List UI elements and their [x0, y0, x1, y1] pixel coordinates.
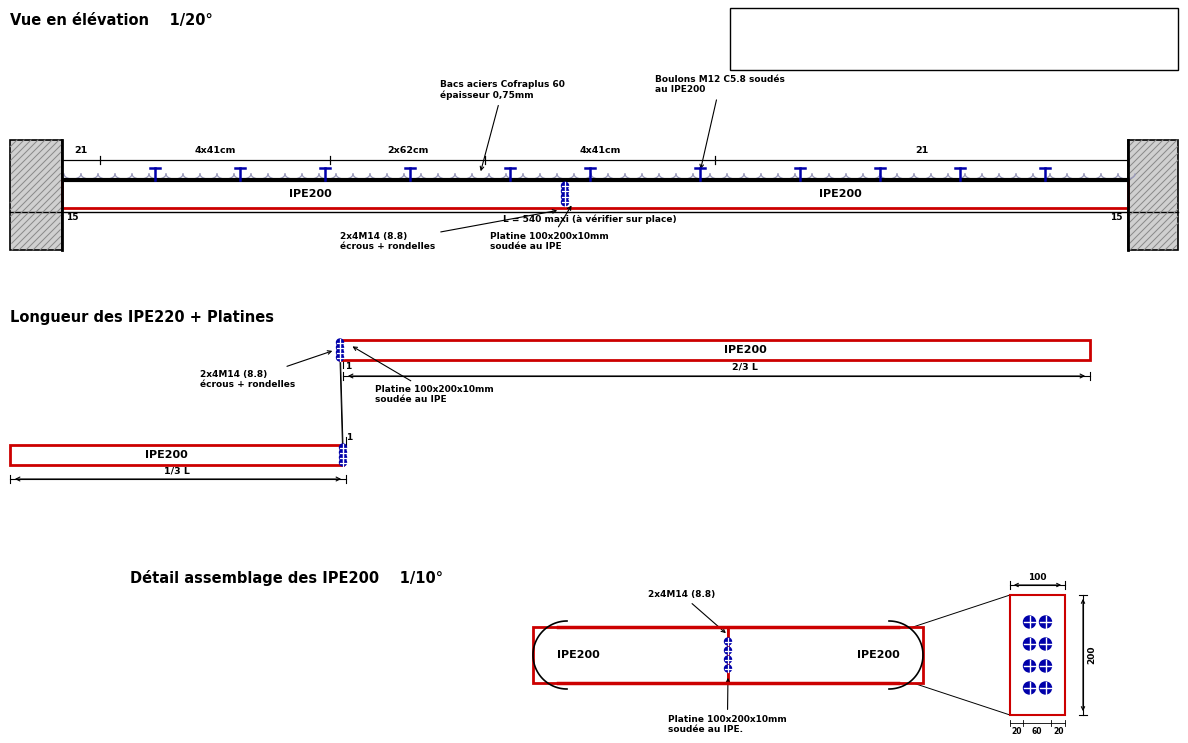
Circle shape: [340, 459, 347, 466]
Bar: [728, 627, 923, 683]
Text: IPE200: IPE200: [145, 450, 188, 460]
Text: 200: 200: [1087, 646, 1097, 664]
Bar: [729, 8, 1178, 70]
Text: IPE200: IPE200: [819, 189, 861, 199]
Text: Vue en élévation    1/20°: Vue en élévation 1/20°: [10, 13, 213, 28]
Text: 21: 21: [915, 146, 928, 155]
Circle shape: [1024, 638, 1036, 650]
Text: 1: 1: [346, 433, 352, 442]
Bar: [340, 340, 1091, 360]
Text: Longueur des IPE220 + Platines: Longueur des IPE220 + Platines: [10, 310, 274, 325]
Bar: [10, 140, 62, 250]
Circle shape: [562, 182, 569, 189]
Text: 15: 15: [1110, 213, 1123, 222]
Circle shape: [1040, 638, 1051, 650]
Circle shape: [725, 656, 732, 663]
Text: 4x41cm: 4x41cm: [580, 146, 620, 155]
Circle shape: [562, 198, 569, 206]
Text: Platine 100x200x10mm
soudée au IPE: Platine 100x200x10mm soudée au IPE: [489, 207, 608, 251]
Text: 2/3 L: 2/3 L: [732, 363, 758, 372]
Bar: [533, 627, 728, 683]
Text: 4x41cm: 4x41cm: [195, 146, 235, 155]
Circle shape: [336, 349, 343, 356]
Text: IPE200: IPE200: [289, 189, 331, 199]
Text: 1: 1: [345, 362, 352, 371]
Text: 21: 21: [75, 146, 88, 155]
Text: Bacs aciers Cofraplus 60
épaisseur 0,75mm: Bacs aciers Cofraplus 60 épaisseur 0,75m…: [440, 80, 564, 170]
Text: - Toutes les soudures sont réalisées par un ouvrier qualifié en respectant les n: - Toutes les soudures sont réalisées par…: [738, 40, 1105, 50]
Circle shape: [340, 449, 347, 456]
Text: 2x4M14 (8.8)
écrous + rondelles: 2x4M14 (8.8) écrous + rondelles: [340, 210, 556, 251]
Text: Platine 100x200x10mm
soudée au IPE.: Platine 100x200x10mm soudée au IPE.: [668, 679, 786, 734]
Circle shape: [725, 638, 732, 645]
Text: Platine 100x200x10mm
soudée au IPE: Platine 100x200x10mm soudée au IPE: [354, 347, 494, 404]
Text: 2x4M14 (8.8): 2x4M14 (8.8): [647, 590, 725, 632]
Text: 60: 60: [1031, 727, 1042, 736]
Text: IPE200: IPE200: [557, 650, 600, 660]
Circle shape: [336, 344, 343, 351]
Text: Boulons M12 C5.8 soudés
au IPE200: Boulons M12 C5.8 soudés au IPE200: [655, 75, 785, 168]
Circle shape: [562, 193, 569, 201]
Bar: [62, 180, 1127, 208]
Text: IPE200: IPE200: [723, 345, 766, 355]
Circle shape: [1040, 660, 1051, 672]
Circle shape: [725, 665, 732, 672]
Circle shape: [340, 444, 347, 451]
Bar: [10, 445, 343, 465]
Text: L = 540 maxi (à vérifier sur place): L = 540 maxi (à vérifier sur place): [504, 215, 677, 224]
Text: IPE200: IPE200: [857, 650, 899, 660]
Text: 20: 20: [1011, 727, 1022, 736]
Circle shape: [562, 188, 569, 195]
Text: 100: 100: [1029, 573, 1047, 582]
Text: Détail assemblage des IPE200    1/10°: Détail assemblage des IPE200 1/10°: [129, 570, 443, 586]
Circle shape: [1040, 616, 1051, 628]
Bar: [1010, 595, 1064, 715]
Text: 2x4M14 (8.8)
écrous + rondelles: 2x4M14 (8.8) écrous + rondelles: [200, 351, 331, 389]
Bar: [1127, 140, 1178, 250]
Text: 15: 15: [67, 213, 78, 222]
Circle shape: [336, 339, 343, 346]
Text: 1/3 L: 1/3 L: [164, 466, 189, 475]
Text: 2x62cm: 2x62cm: [387, 146, 428, 155]
Text: - Tous les éléments métalliques sont traités à l'antirouille sur toutes leurs fa: - Tous les éléments métalliques sont tra…: [738, 26, 1144, 36]
Text: 20: 20: [1054, 727, 1063, 736]
Circle shape: [336, 354, 343, 361]
Text: - Les soudures seront traitées à l'antirouille.: - Les soudures seront traitées à l'antir…: [738, 54, 928, 63]
Circle shape: [1024, 660, 1036, 672]
Circle shape: [340, 454, 347, 461]
Text: NOTA:: NOTA:: [735, 12, 771, 22]
Circle shape: [1040, 682, 1051, 694]
Circle shape: [1024, 616, 1036, 628]
Circle shape: [1024, 682, 1036, 694]
Circle shape: [725, 647, 732, 654]
